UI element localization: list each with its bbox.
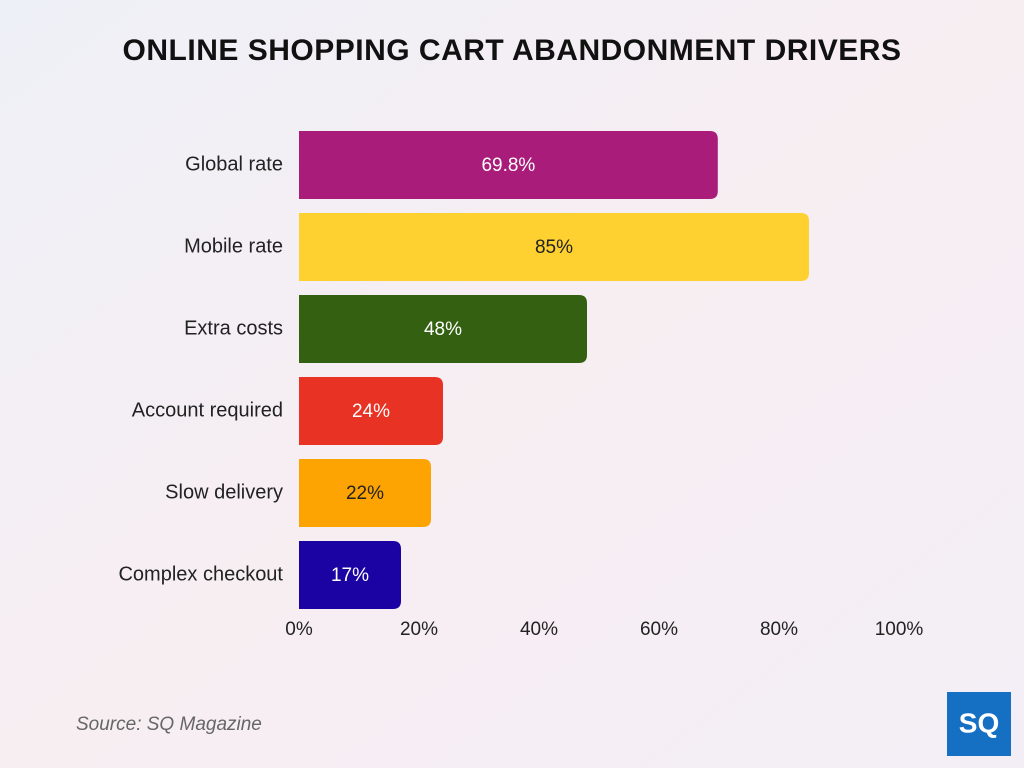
value-label: 22% bbox=[346, 483, 384, 504]
source: Source: SQ Magazine bbox=[76, 714, 262, 735]
x-tick-label: 100% bbox=[875, 619, 924, 640]
bar bbox=[299, 213, 809, 281]
y-tick-label: Global rate bbox=[185, 153, 283, 175]
logo: SQ bbox=[959, 707, 999, 738]
bar bbox=[299, 459, 431, 527]
value-label: 48% bbox=[424, 319, 462, 340]
bar bbox=[299, 377, 443, 445]
chart-title: ONLINE SHOPPING CART ABANDONMENT DRIVERS bbox=[123, 34, 902, 67]
value-label: 24% bbox=[352, 401, 390, 422]
x-tick-label: 0% bbox=[285, 619, 313, 640]
value-label: 17% bbox=[331, 565, 369, 586]
bar bbox=[299, 295, 587, 363]
x-tick-label: 80% bbox=[760, 619, 798, 640]
logo-box bbox=[947, 692, 1011, 756]
y-tick-label: Mobile rate bbox=[184, 235, 283, 257]
x-tick-label: 60% bbox=[640, 619, 678, 640]
bar bbox=[299, 541, 401, 609]
y-tick-label: Account required bbox=[132, 399, 283, 421]
value-label: 69.8% bbox=[481, 155, 535, 176]
y-tick-label: Complex checkout bbox=[118, 563, 283, 585]
value-label: 85% bbox=[535, 237, 573, 258]
x-tick-label: 40% bbox=[520, 619, 558, 640]
bar bbox=[299, 131, 718, 199]
x-tick-label: 20% bbox=[400, 619, 438, 640]
y-tick-label: Extra costs bbox=[184, 317, 283, 339]
y-tick-label: Slow delivery bbox=[165, 481, 283, 503]
